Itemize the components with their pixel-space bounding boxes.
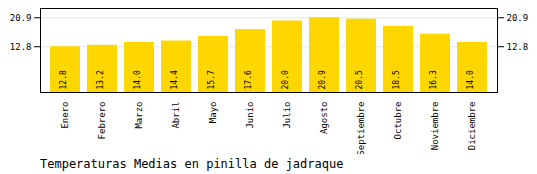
svg-text:20.9: 20.9 <box>507 13 529 23</box>
svg-text:12.8: 12.8 <box>10 42 32 52</box>
svg-text:20.9: 20.9 <box>10 13 32 23</box>
svg-text:12.8: 12.8 <box>507 42 529 52</box>
svg-text:20.0: 20.0 <box>281 70 290 89</box>
svg-text:Octubre: Octubre <box>393 102 403 140</box>
svg-text:14.0: 14.0 <box>466 70 475 89</box>
svg-text:13.2: 13.2 <box>96 70 105 89</box>
svg-text:Enero: Enero <box>60 102 70 129</box>
svg-text:17.6: 17.6 <box>244 70 253 89</box>
svg-text:20.9: 20.9 <box>318 70 327 89</box>
svg-text:Febrero: Febrero <box>97 102 107 140</box>
svg-text:Septiembre: Septiembre <box>356 102 366 155</box>
svg-text:Junio: Junio <box>245 102 255 129</box>
svg-text:14.0: 14.0 <box>133 70 142 89</box>
svg-text:18.5: 18.5 <box>392 70 401 89</box>
svg-text:20.5: 20.5 <box>355 70 364 89</box>
svg-text:15.7: 15.7 <box>207 70 216 89</box>
svg-text:12.8: 12.8 <box>59 70 68 89</box>
html-text:Temperaturas Medias en pinilla: Temperaturas Medias en pinilla de jadraq… <box>40 157 344 171</box>
svg-text:Agosto: Agosto <box>319 102 329 135</box>
svg-text:Marzo: Marzo <box>134 102 144 129</box>
svg-text:Julio: Julio <box>282 102 292 129</box>
svg-text:Noviembre: Noviembre <box>430 102 440 151</box>
svg-text:16.3: 16.3 <box>429 70 438 89</box>
svg-text:14.4: 14.4 <box>170 70 179 89</box>
svg-text:Abril: Abril <box>171 102 181 129</box>
svg-text:Mayo: Mayo <box>208 102 218 124</box>
svg-text:Diciembre: Diciembre <box>467 102 477 151</box>
